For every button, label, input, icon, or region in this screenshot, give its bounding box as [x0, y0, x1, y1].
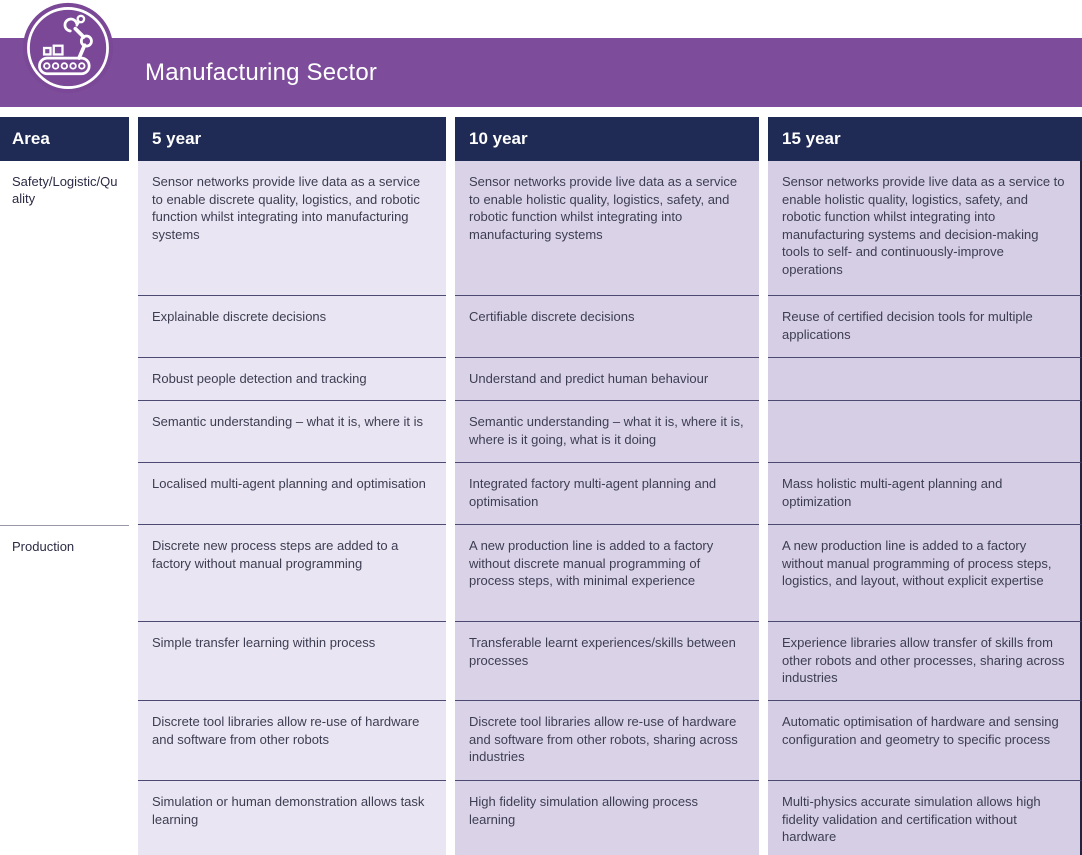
cell-production-r4-10yr: High fidelity simulation allowing proces… [455, 781, 759, 855]
cell-safety-r3-5yr: Robust people detection and tracking [138, 358, 446, 401]
cell-safety-r5-15yr: Mass holistic multi-agent planning and o… [768, 463, 1082, 525]
area-label-production: Production [0, 525, 129, 855]
factory-robot-conveyor-icon [22, 2, 114, 94]
column-header-15-year: 15 year [768, 117, 1082, 161]
cell-safety-r5-5yr: Localised multi-agent planning and optim… [138, 463, 446, 525]
cell-production-r1-15yr: A new production line is added to a fact… [768, 525, 1082, 622]
cell-safety-r3-15yr [768, 358, 1082, 401]
page-title: Manufacturing Sector [145, 58, 378, 86]
cell-safety-r4-10yr: Semantic understanding – what it is, whe… [455, 401, 759, 463]
cell-production-r1-5yr: Discrete new process steps are added to … [138, 525, 446, 622]
cell-safety-r3-10yr: Understand and predict human behaviour [455, 358, 759, 401]
column-header-10-year: 10 year [455, 117, 759, 161]
cell-safety-r1-5yr: Sensor networks provide live data as a s… [138, 161, 446, 296]
cell-safety-r4-15yr [768, 401, 1082, 463]
cell-safety-r2-15yr: Reuse of certified decision tools for mu… [768, 296, 1082, 358]
roadmap-table-body: Safety/Logistic/Quality Production Senso… [0, 161, 1082, 855]
cell-production-r4-5yr: Simulation or human demonstration allows… [138, 781, 446, 855]
column-header-5-year: 5 year [138, 117, 446, 161]
title-banner: Manufacturing Sector [0, 38, 1082, 107]
cell-production-r2-15yr: Experience libraries allow transfer of s… [768, 622, 1082, 701]
cell-production-r4-15yr: Multi-physics accurate simulation allows… [768, 781, 1082, 855]
cell-production-r3-15yr: Automatic optimisation of hardware and s… [768, 701, 1082, 781]
cell-safety-r1-15yr: Sensor networks provide live data as a s… [768, 161, 1082, 296]
cell-production-r2-5yr: Simple transfer learning within process [138, 622, 446, 701]
column-header-area: Area [0, 117, 129, 161]
cell-production-r1-10yr: A new production line is added to a fact… [455, 525, 759, 622]
table-header-row: Area 5 year 10 year 15 year [0, 117, 1082, 161]
cell-safety-r2-5yr: Explainable discrete decisions [138, 296, 446, 358]
cell-safety-r2-10yr: Certifiable discrete decisions [455, 296, 759, 358]
cell-safety-r4-5yr: Semantic understanding – what it is, whe… [138, 401, 446, 463]
cell-production-r2-10yr: Transferable learnt experiences/skills b… [455, 622, 759, 701]
area-label-safety-logistic-quality: Safety/Logistic/Quality [0, 161, 129, 525]
cell-safety-r5-10yr: Integrated factory multi-agent planning … [455, 463, 759, 525]
cell-production-r3-10yr: Discrete tool libraries allow re-use of … [455, 701, 759, 781]
cell-production-r3-5yr: Discrete tool libraries allow re-use of … [138, 701, 446, 781]
cell-safety-r1-10yr: Sensor networks provide live data as a s… [455, 161, 759, 296]
